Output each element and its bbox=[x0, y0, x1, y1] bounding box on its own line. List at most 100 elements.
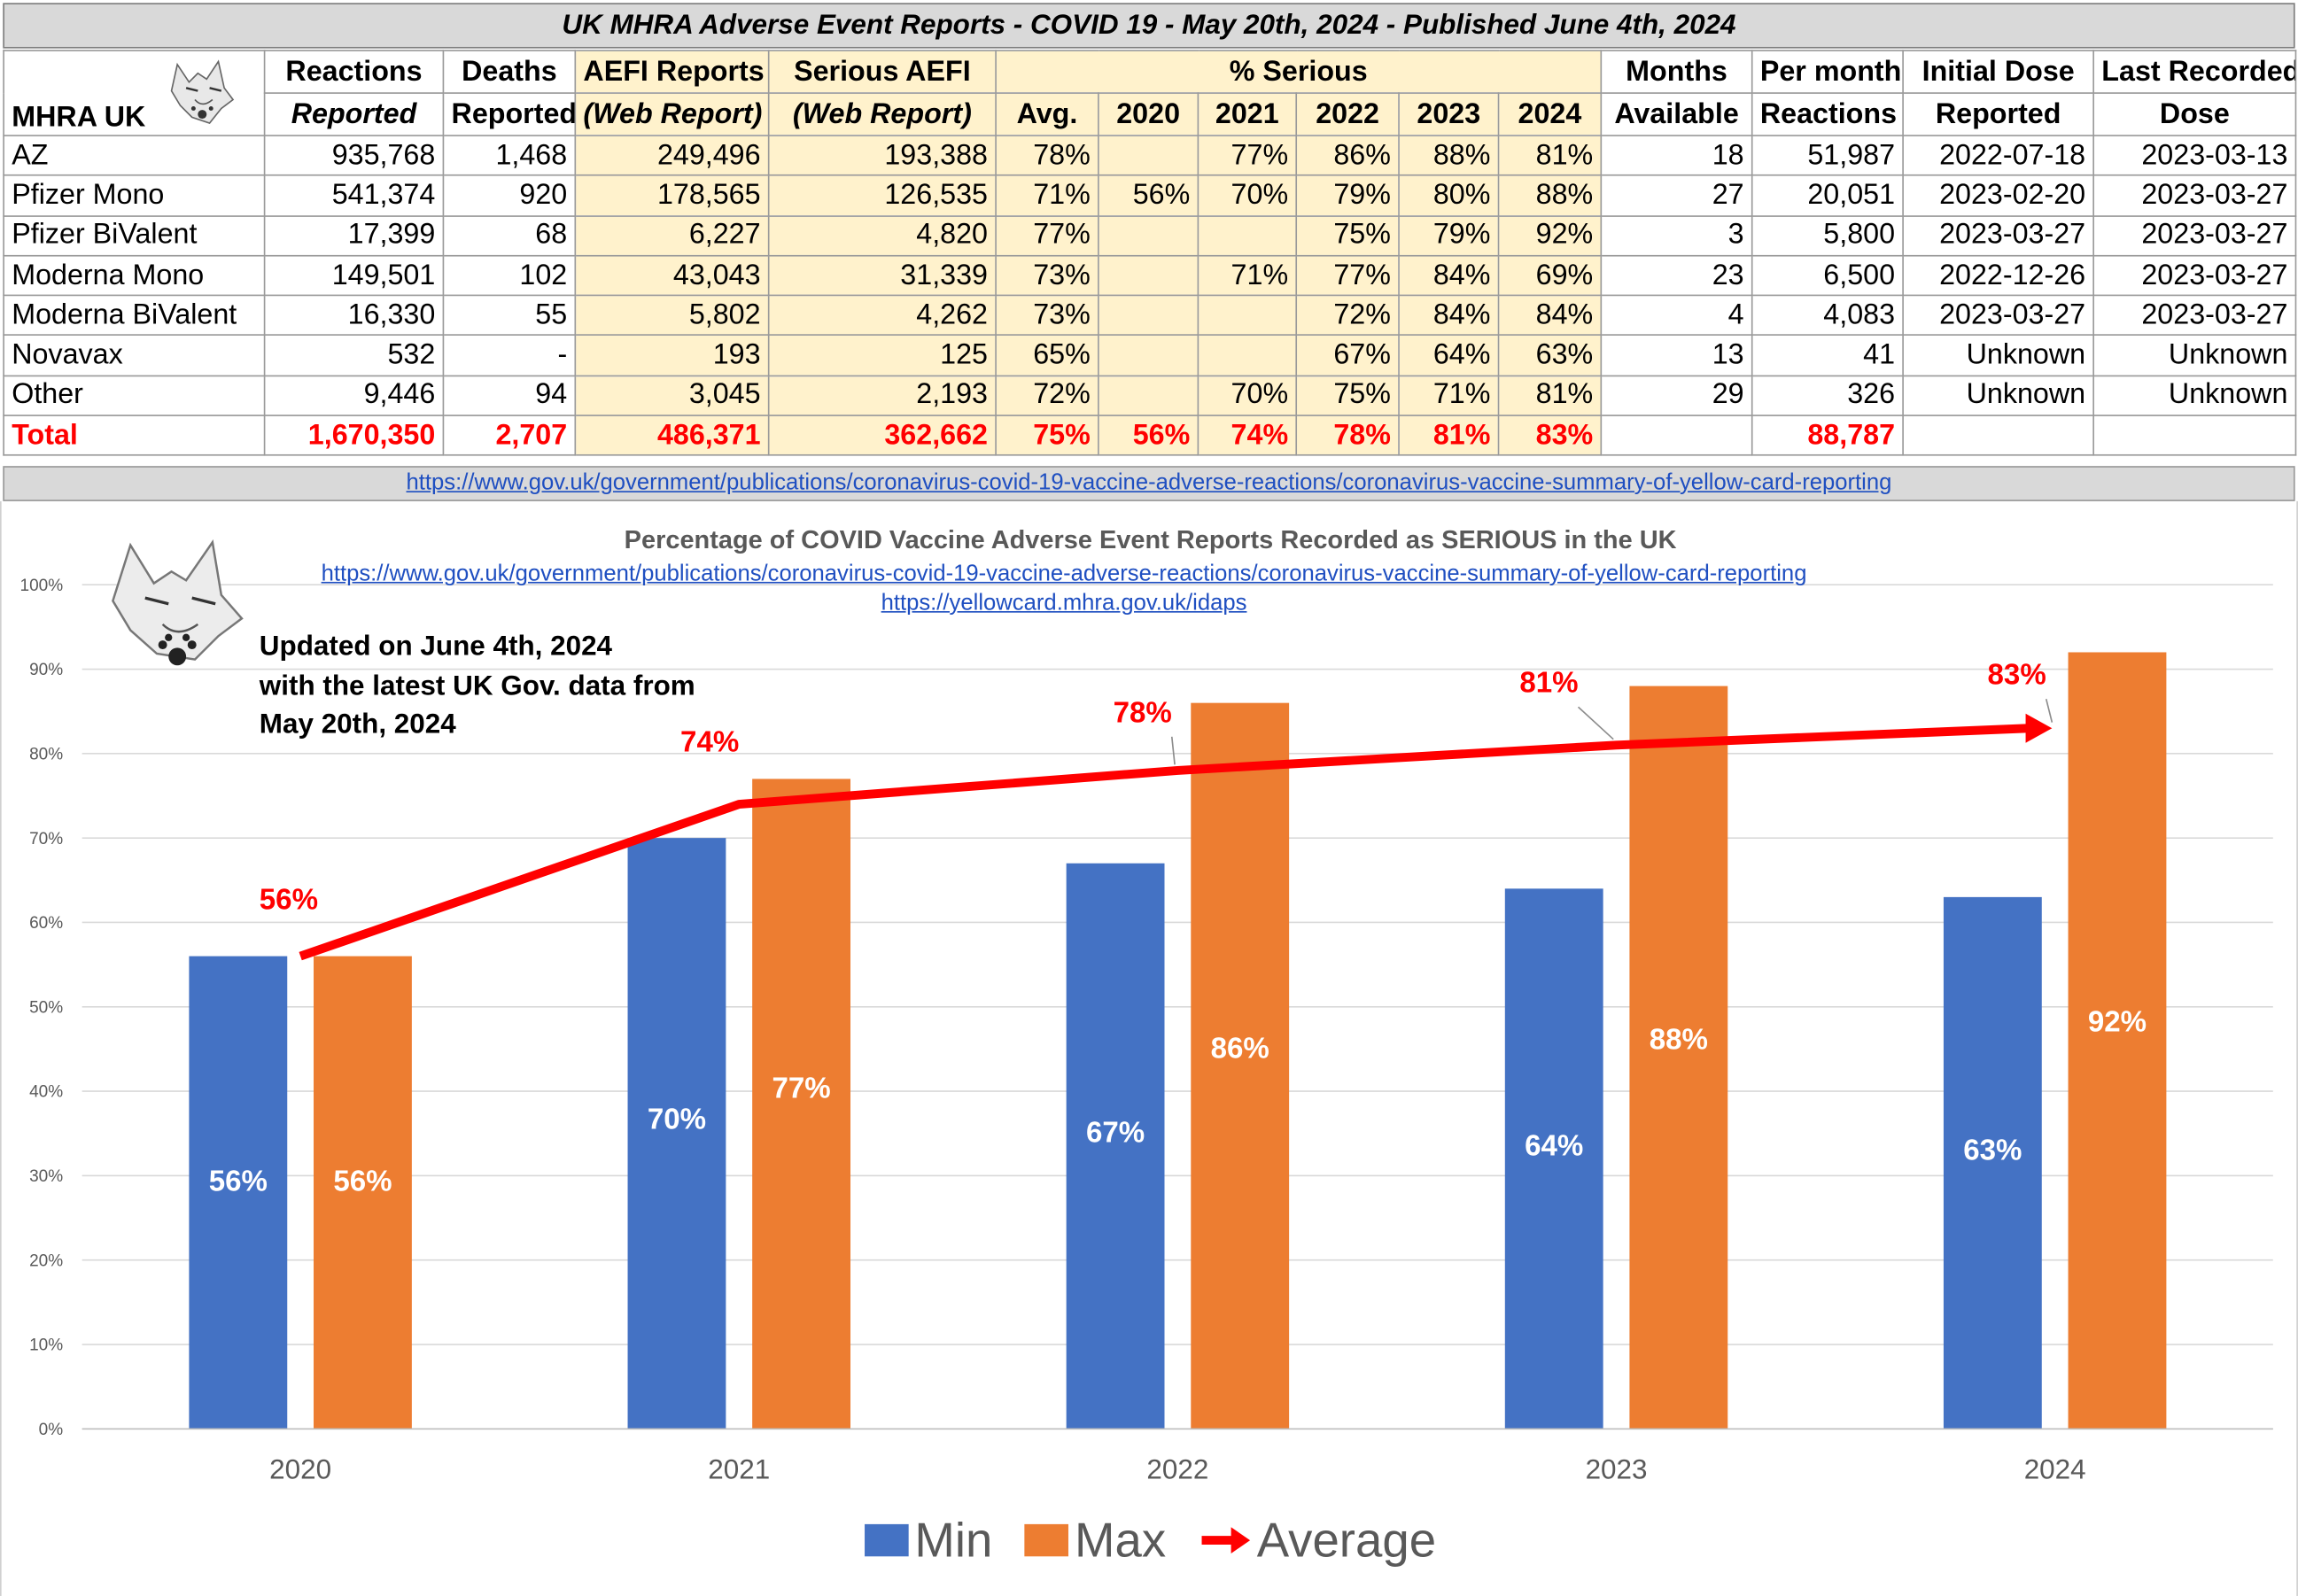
header-row-1: MHRA UK Reactions Deaths AEFI Reports Se… bbox=[3, 50, 2297, 136]
cell-y2022: 72% bbox=[1295, 294, 1400, 337]
y-tick-label: 70% bbox=[29, 830, 63, 848]
cell-y2022: 79% bbox=[1295, 174, 1400, 217]
cell-y2020 bbox=[1098, 375, 1199, 417]
data-table: MHRA UK Reactions Deaths AEFI Reports Se… bbox=[3, 50, 2297, 457]
x-tick-label: 2020 bbox=[269, 1454, 331, 1485]
cell-initial: 2023-03-27 bbox=[1902, 214, 2095, 257]
cell-y2023: 71% bbox=[1398, 375, 1500, 417]
cell-avg: 77% bbox=[995, 214, 1099, 257]
average-leader-line bbox=[2045, 698, 2053, 723]
cell-initial: 2023-03-27 bbox=[1902, 294, 2095, 337]
bar-max bbox=[752, 779, 850, 1429]
cell-initial: Unknown bbox=[1902, 375, 2095, 417]
cell-reactions: 532 bbox=[263, 335, 445, 376]
legend-item-max: Max bbox=[1024, 1512, 1167, 1569]
wolf-logo-icon bbox=[170, 59, 235, 124]
y-tick-label: 80% bbox=[29, 745, 63, 763]
hdr-pct-2020: 2020 bbox=[1098, 92, 1199, 136]
cell-aefi: 3,045 bbox=[574, 375, 770, 417]
legend-label-max: Max bbox=[1075, 1512, 1167, 1567]
cell-reactions: 541,374 bbox=[263, 174, 445, 217]
bar-min-label: 67% bbox=[1086, 1117, 1145, 1150]
cell-months: 4 bbox=[1600, 294, 1753, 337]
cell-y2020 bbox=[1098, 135, 1199, 177]
hdr-months-1: Months bbox=[1600, 50, 1753, 94]
hdr-aefi-2: (Web Report) bbox=[574, 92, 770, 136]
cell-last: Unknown bbox=[2092, 335, 2297, 376]
cell-reactions: 149,501 bbox=[263, 254, 445, 297]
cell-y2020: 56% bbox=[1098, 174, 1199, 217]
cell-per_month: 6,500 bbox=[1751, 254, 1904, 297]
cell-name: Moderna BiValent bbox=[3, 294, 266, 337]
bar-max-label: 56% bbox=[333, 1166, 392, 1198]
cell-y2024: 84% bbox=[1497, 294, 1603, 337]
table-row: Pfizer BiValent 17,399 68 6,227 4,820 77% 75% 7… bbox=[3, 214, 2297, 257]
cell-y2021: 74% bbox=[1197, 414, 1298, 457]
cell-name: Pfizer BiValent bbox=[3, 214, 266, 257]
cell-months bbox=[1600, 414, 1753, 457]
average-label: 78% bbox=[1114, 696, 1172, 729]
cell-avg: 72% bbox=[995, 375, 1099, 417]
cell-y2024: 83% bbox=[1497, 414, 1603, 457]
cell-deaths: 68 bbox=[442, 214, 577, 257]
y-tick-label: 60% bbox=[29, 914, 63, 933]
chart-url-yellowcard[interactable]: https://yellowcard.mhra.gov.uk/idaps bbox=[881, 590, 1247, 616]
bar-max bbox=[2068, 652, 2167, 1429]
average-leader-line bbox=[1170, 736, 1176, 765]
note-line-1: Updated on June 4th, 2024 bbox=[259, 631, 613, 662]
cell-reactions: 17,399 bbox=[263, 214, 445, 257]
chart-url-gov[interactable]: https://www.gov.uk/government/publicatio… bbox=[321, 561, 1807, 586]
cell-aefi: 5,802 bbox=[574, 294, 770, 337]
cell-reactions: 1,670,350 bbox=[263, 414, 445, 457]
y-tick-label: 40% bbox=[29, 1083, 63, 1102]
cell-per_month: 20,051 bbox=[1751, 174, 1904, 217]
cell-aefi: 486,371 bbox=[574, 414, 770, 457]
average-label: 83% bbox=[1988, 659, 2046, 692]
cell-serious: 193,388 bbox=[767, 135, 997, 177]
cell-avg: 75% bbox=[995, 414, 1099, 457]
average-arrowhead bbox=[2025, 713, 2053, 743]
cell-y2024: 92% bbox=[1497, 214, 1603, 257]
cell-deaths: 1,468 bbox=[442, 135, 577, 177]
cell-months: 23 bbox=[1600, 254, 1753, 297]
bar-min-label: 56% bbox=[209, 1166, 268, 1198]
cell-per_month: 5,800 bbox=[1751, 214, 1904, 257]
table-row: Other 9,446 94 3,045 2,193 72% 70% 75% 71% 81% 29 3… bbox=[3, 375, 2297, 417]
cell-aefi: 249,496 bbox=[574, 135, 770, 177]
hdr-serious-2: (Web Report) bbox=[767, 92, 997, 136]
corner-cell: MHRA UK bbox=[3, 50, 266, 136]
hdr-pct-2023: 2023 bbox=[1398, 92, 1500, 136]
cell-reactions: 935,768 bbox=[263, 135, 445, 177]
x-tick-label: 2024 bbox=[2024, 1454, 2086, 1485]
wolf-logo-large-icon bbox=[112, 539, 244, 666]
hdr-per-month-2: Reactions bbox=[1751, 92, 1904, 136]
cell-months: 3 bbox=[1600, 214, 1753, 257]
cell-y2023: 79% bbox=[1398, 214, 1500, 257]
hdr-initial-1: Initial Dose bbox=[1902, 50, 2095, 94]
hdr-pct-2024: 2024 bbox=[1497, 92, 1603, 136]
cell-name: Total bbox=[3, 414, 266, 457]
cell-y2021: 71% bbox=[1197, 254, 1298, 297]
cell-per_month: 326 bbox=[1751, 375, 1904, 417]
cell-y2021 bbox=[1197, 335, 1298, 376]
cell-y2023: 81% bbox=[1398, 414, 1500, 457]
cell-initial bbox=[1902, 414, 2095, 457]
cell-serious: 4,262 bbox=[767, 294, 997, 337]
x-tick-label: 2023 bbox=[1586, 1454, 1648, 1485]
cell-aefi: 43,043 bbox=[574, 254, 770, 297]
cell-y2022: 78% bbox=[1295, 414, 1400, 457]
cell-y2020: 56% bbox=[1098, 414, 1199, 457]
cell-name: Moderna Mono bbox=[3, 254, 266, 297]
legend-swatch-max bbox=[1024, 1523, 1069, 1557]
hdr-pct-2021: 2021 bbox=[1197, 92, 1298, 136]
hdr-initial-2: Reported bbox=[1902, 92, 2095, 136]
average-leader-line bbox=[1577, 706, 1614, 740]
cell-last: 2023-03-27 bbox=[2092, 214, 2297, 257]
cell-serious: 126,535 bbox=[767, 174, 997, 217]
cell-avg: 73% bbox=[995, 254, 1099, 297]
cell-months: 29 bbox=[1600, 375, 1753, 417]
bar-max-label: 86% bbox=[1211, 1033, 1269, 1065]
cell-aefi: 178,565 bbox=[574, 174, 770, 217]
cell-initial: Unknown bbox=[1902, 335, 2095, 376]
table-source-link[interactable]: https://www.gov.uk/government/publicatio… bbox=[406, 470, 1892, 496]
